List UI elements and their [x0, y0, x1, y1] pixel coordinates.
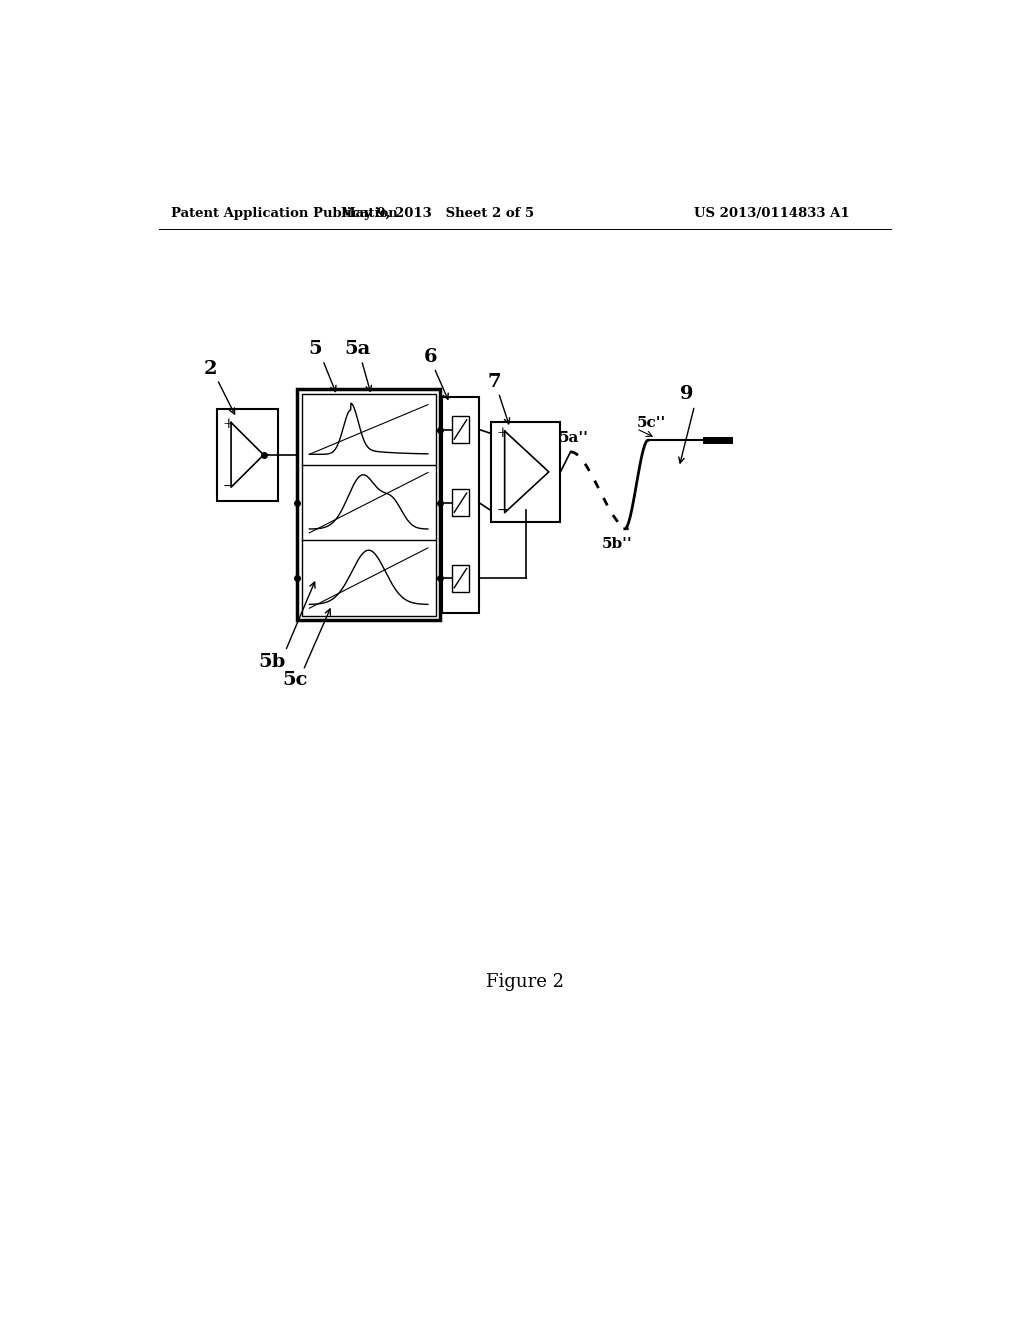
Text: −: − — [496, 503, 508, 517]
Text: 7: 7 — [487, 372, 502, 391]
Text: −: − — [222, 479, 234, 492]
Bar — [297, 389, 440, 620]
Text: +: + — [222, 417, 234, 432]
Bar — [442, 397, 479, 612]
Text: 5c'': 5c'' — [636, 416, 666, 430]
Bar — [217, 409, 278, 502]
Text: US 2013/0114833 A1: US 2013/0114833 A1 — [693, 207, 849, 220]
Bar — [302, 395, 435, 615]
Bar — [452, 416, 469, 444]
Text: 5b: 5b — [258, 653, 286, 671]
Text: 5: 5 — [309, 341, 323, 358]
Text: May 9, 2013   Sheet 2 of 5: May 9, 2013 Sheet 2 of 5 — [341, 207, 535, 220]
Text: 2: 2 — [204, 359, 218, 378]
Text: 5b'': 5b'' — [601, 537, 632, 552]
Text: 5c: 5c — [283, 672, 308, 689]
Bar — [452, 565, 469, 591]
Text: +: + — [496, 426, 508, 441]
Text: 5a'': 5a'' — [559, 432, 589, 445]
Text: Figure 2: Figure 2 — [485, 973, 564, 991]
Bar — [452, 490, 469, 516]
Text: 9: 9 — [680, 385, 693, 403]
Text: 6: 6 — [424, 348, 438, 366]
Text: 5a: 5a — [344, 341, 371, 358]
Text: Patent Application Publication: Patent Application Publication — [171, 207, 397, 220]
Bar — [490, 422, 560, 521]
